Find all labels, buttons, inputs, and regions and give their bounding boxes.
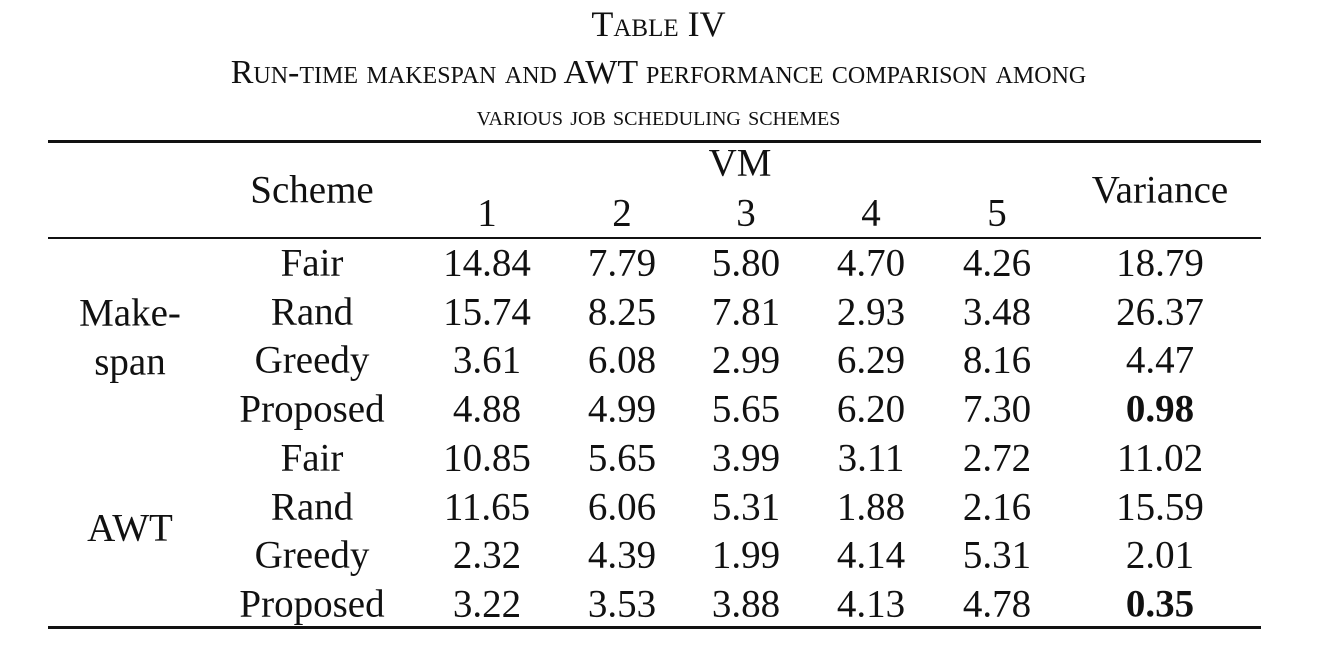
- vm-4-cell: 4.13: [836, 582, 906, 626]
- vm-4-cell: 3.11: [837, 436, 905, 480]
- vm-3-cell: 5.65: [711, 387, 781, 431]
- scheme-cell: Rand: [270, 485, 354, 528]
- vm-5-cell: 4.26: [962, 241, 1032, 285]
- vm-2-cell: 8.25: [587, 290, 657, 334]
- vm-5-cell: 3.48: [962, 290, 1032, 334]
- vm-1-cell: 11.65: [443, 485, 531, 528]
- vm-3-cell: 5.31: [711, 485, 781, 528]
- vm-5-cell: 4.78: [962, 582, 1032, 626]
- vm-2-cell: 3.53: [587, 582, 657, 626]
- vm-2-cell: 6.08: [587, 338, 657, 382]
- header-variance: Variance: [1091, 168, 1229, 212]
- vm-2-cell: 7.79: [587, 241, 657, 285]
- vm-1-cell: 4.88: [452, 387, 522, 431]
- header-scheme: Scheme: [250, 168, 374, 212]
- header-vm-5: 5: [987, 191, 1007, 235]
- vm-2-cell: 6.06: [587, 485, 657, 528]
- vm-2-cell: 4.99: [587, 387, 657, 431]
- vm-2-cell: 4.39: [587, 533, 657, 577]
- vm-3-cell: 3.88: [711, 582, 781, 626]
- vm-5-cell: 7.30: [962, 387, 1032, 431]
- variance-cell: 0.98: [1125, 387, 1195, 431]
- header-vm-4: 4: [861, 191, 881, 235]
- vm-4-cell: 1.88: [836, 485, 906, 528]
- scheme-cell: Proposed: [239, 387, 385, 431]
- scheme-cell: Fair: [280, 241, 344, 285]
- header-rule: [48, 237, 1261, 239]
- scheme-cell: Rand: [270, 290, 354, 334]
- bottom-rule: [48, 626, 1261, 629]
- vm-1-cell: 14.84: [443, 241, 531, 285]
- vm-4-cell: 2.93: [836, 290, 906, 334]
- vm-4-cell: 4.70: [836, 241, 906, 285]
- scheme-cell: Greedy: [254, 533, 370, 577]
- vm-4-cell: 4.14: [836, 533, 906, 577]
- header-vm-1: 1: [477, 191, 497, 235]
- vm-1-cell: 15.74: [443, 290, 531, 334]
- vm-1-cell: 3.22: [452, 582, 522, 626]
- scheme-cell: Greedy: [254, 338, 370, 382]
- vm-3-cell: 5.80: [711, 241, 781, 285]
- vm-4-cell: 6.20: [836, 387, 906, 431]
- variance-cell: 0.35: [1125, 582, 1195, 626]
- vm-3-cell: 7.81: [711, 290, 781, 334]
- vm-2-cell: 5.65: [587, 436, 657, 480]
- table-label: Table IV: [591, 4, 726, 44]
- group-label: AWT: [87, 506, 173, 550]
- scheme-cell: Fair: [280, 436, 344, 480]
- vm-3-cell: 2.99: [711, 338, 781, 382]
- variance-cell: 2.01: [1125, 533, 1195, 577]
- table-title-line-1: Run-time makespan and AWT performance co…: [230, 54, 1087, 91]
- vm-3-cell: 3.99: [711, 436, 781, 480]
- header-vm-3: 3: [736, 191, 756, 235]
- vm-1-cell: 2.32: [452, 533, 522, 577]
- vm-3-cell: 1.99: [711, 533, 781, 577]
- header-vm: VM: [708, 141, 772, 185]
- header-vm-2: 2: [612, 191, 632, 235]
- variance-cell: 26.37: [1116, 290, 1204, 334]
- group-label: Make-: [79, 291, 181, 335]
- variance-cell: 11.02: [1116, 436, 1204, 480]
- vm-1-cell: 10.85: [443, 436, 531, 480]
- variance-cell: 15.59: [1116, 485, 1204, 528]
- vm-1-cell: 3.61: [452, 338, 522, 382]
- table-title-line-2: various job scheduling schemes: [476, 100, 841, 132]
- vm-4-cell: 6.29: [836, 338, 906, 382]
- vm-5-cell: 2.16: [962, 485, 1032, 528]
- variance-cell: 4.47: [1125, 338, 1195, 382]
- vm-5-cell: 5.31: [962, 533, 1032, 577]
- group-label: span: [94, 340, 166, 384]
- variance-cell: 18.79: [1116, 241, 1204, 285]
- top-rule: [48, 140, 1261, 143]
- vm-5-cell: 2.72: [962, 436, 1032, 480]
- vm-5-cell: 8.16: [962, 338, 1032, 382]
- scheme-cell: Proposed: [239, 582, 385, 626]
